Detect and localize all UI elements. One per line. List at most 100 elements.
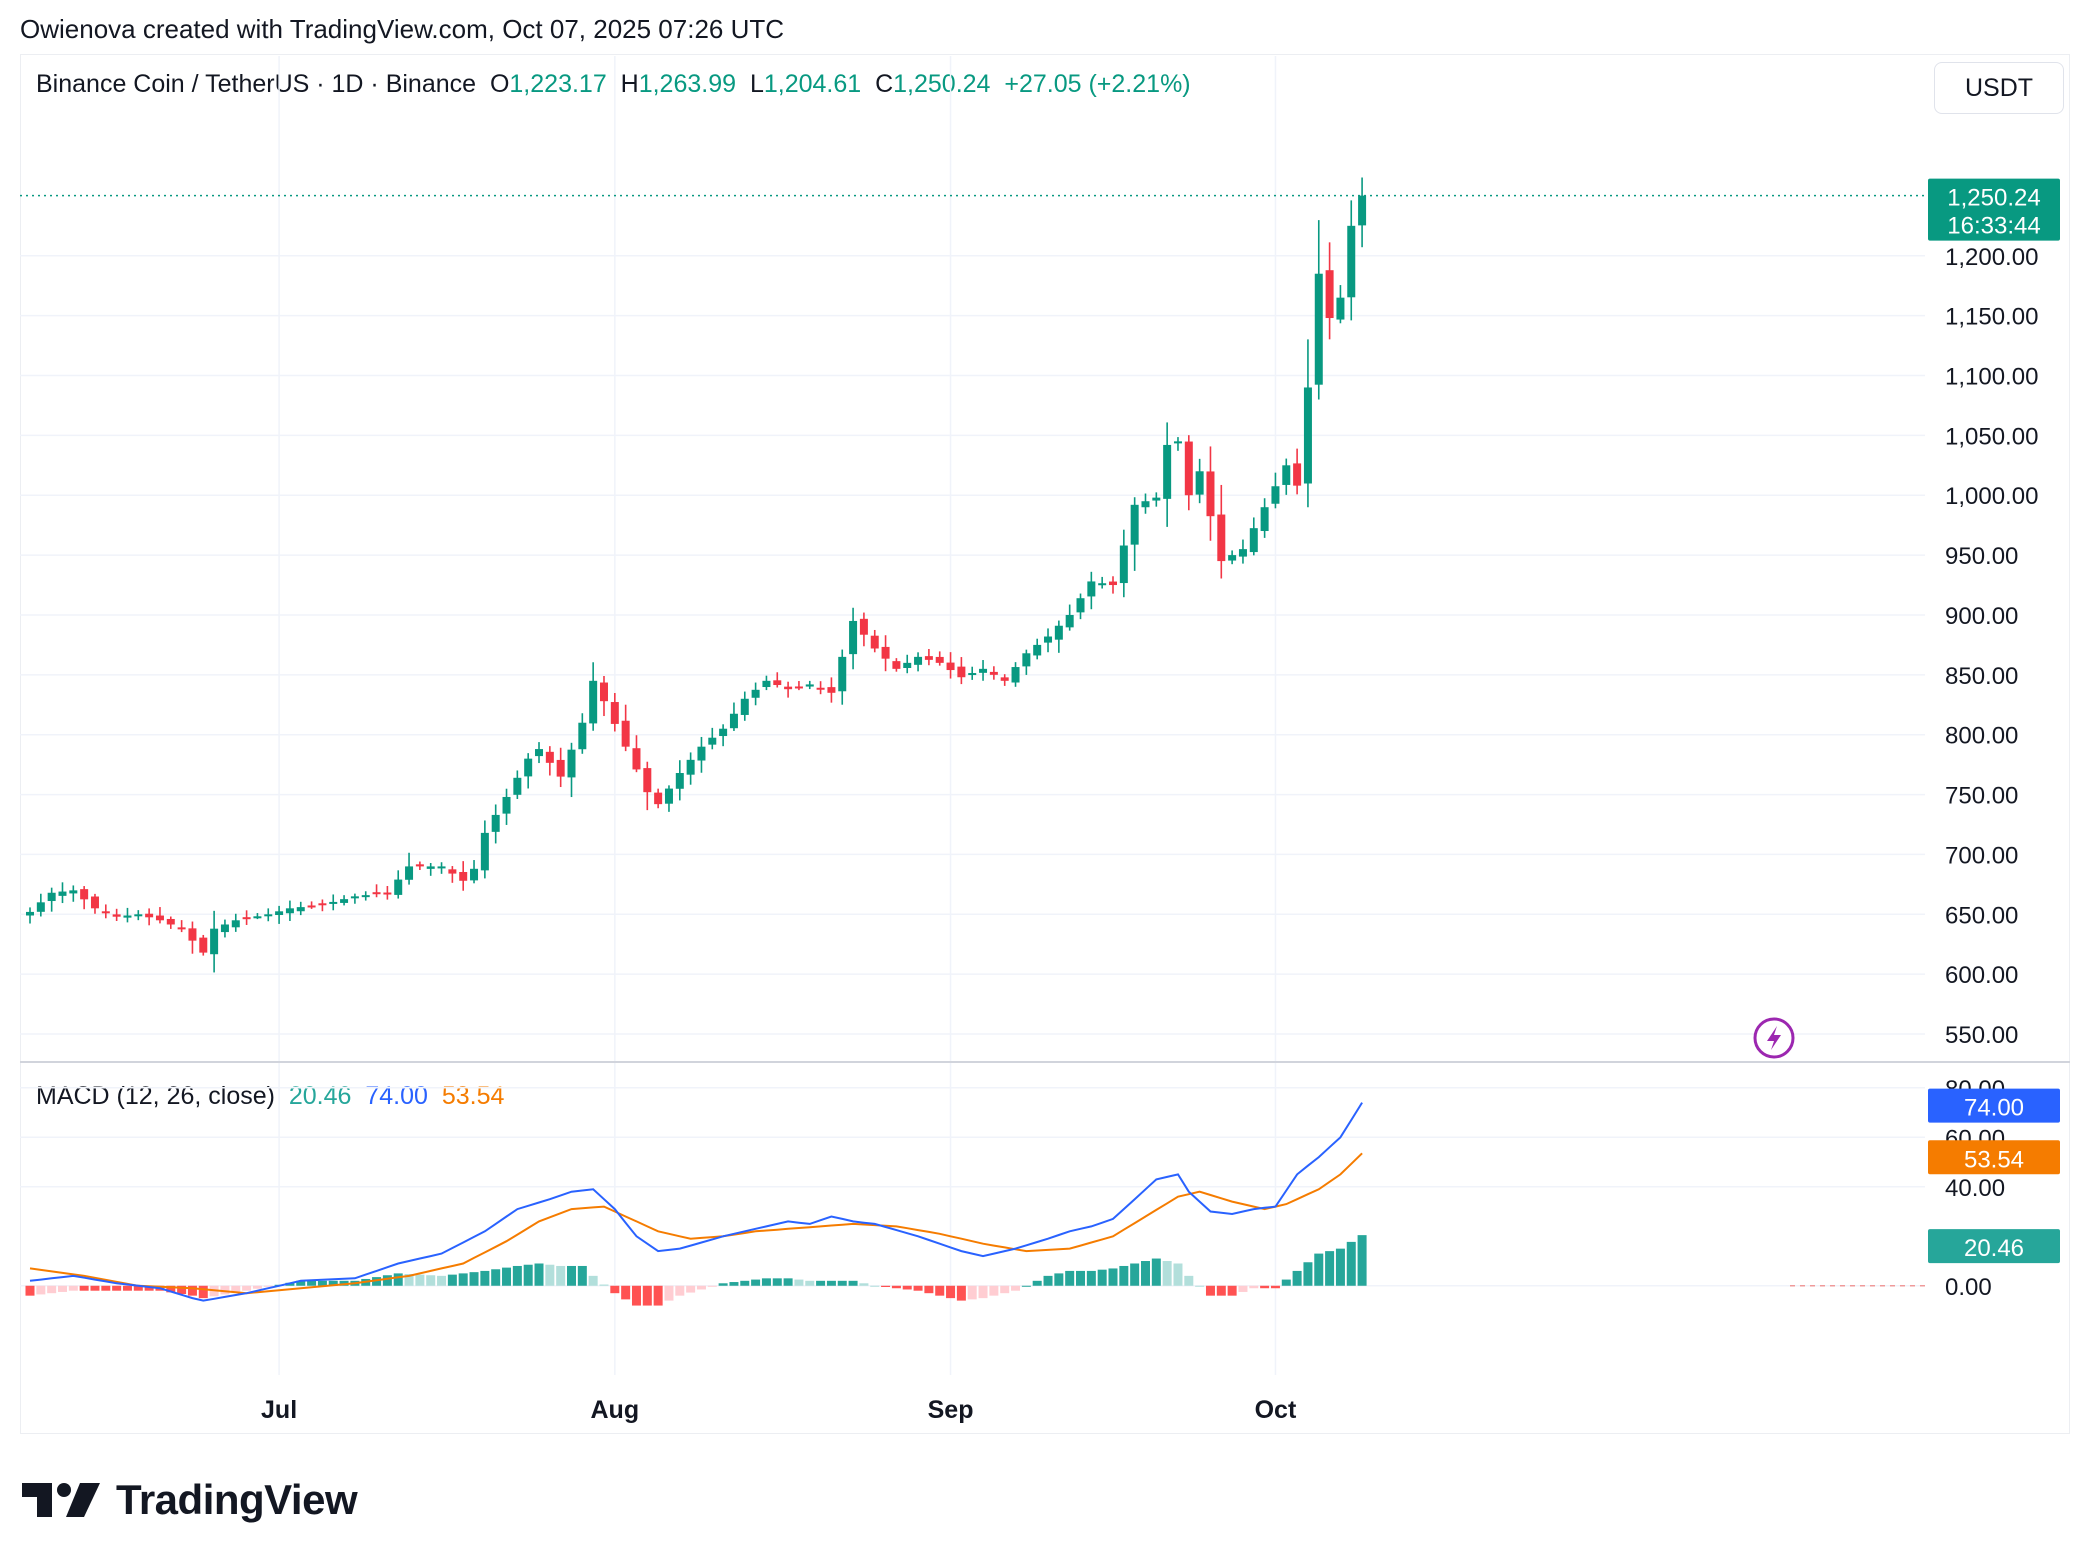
candle-body <box>1119 545 1128 584</box>
histogram-value-tag: 20.46 <box>1928 1229 2060 1264</box>
histogram-bar <box>1173 1263 1183 1286</box>
candle-body <box>1044 636 1053 643</box>
candle-body <box>1141 501 1150 508</box>
candle-body <box>90 896 99 909</box>
histogram-bar <box>404 1274 414 1286</box>
x-axis-tick-label: Oct <box>1255 1396 1297 1424</box>
candle-body <box>1325 270 1334 319</box>
candle-body <box>599 682 608 702</box>
y-axis-tick-label: 1,050.00 <box>1945 423 2038 450</box>
candle-body <box>870 635 879 649</box>
candle-body <box>524 758 533 777</box>
candle-body <box>632 748 641 770</box>
histogram-bar <box>621 1285 631 1300</box>
tradingview-logo[interactable]: TradingView <box>22 1476 358 1524</box>
candle-body <box>1109 581 1117 586</box>
histogram-bar <box>740 1280 750 1286</box>
candle-body <box>1098 583 1107 586</box>
open-value: 1,223.17 <box>509 70 607 98</box>
candle-body <box>556 759 565 777</box>
macd-axis-tick-label: 0.00 <box>1945 1274 1992 1301</box>
macd-signal-value: 53.54 <box>441 1082 505 1110</box>
candle-body <box>1282 465 1291 485</box>
histogram-bar <box>523 1264 533 1286</box>
candle-body <box>1228 555 1237 561</box>
histogram-bar <box>805 1280 815 1286</box>
last-price-tag-bg <box>1928 178 2060 241</box>
histogram-bar <box>1076 1270 1086 1286</box>
candle-body <box>589 680 598 724</box>
open-label: O <box>489 70 510 98</box>
histogram-bar <box>696 1285 706 1290</box>
candle-body <box>1163 444 1172 499</box>
histogram-bar <box>631 1285 641 1306</box>
histogram-bar <box>783 1278 793 1286</box>
candle-body <box>1184 441 1193 496</box>
histogram-bar <box>534 1263 544 1286</box>
candle-body <box>621 720 630 747</box>
candle-body <box>935 656 944 663</box>
candlestick-series <box>20 177 1924 973</box>
candle-body <box>1303 387 1312 484</box>
candle-body <box>1271 486 1280 504</box>
candle-body <box>578 722 587 750</box>
histogram-bar <box>653 1285 663 1306</box>
y-axis-tick-label: 850.00 <box>1945 663 2018 690</box>
histogram-bar <box>1260 1285 1270 1289</box>
candle-body <box>1260 507 1269 532</box>
histogram-bar <box>339 1280 349 1286</box>
candle-body <box>1087 581 1096 597</box>
macd-line-value: 74.00 <box>365 1082 428 1110</box>
histogram-bar <box>751 1279 761 1286</box>
candle-body <box>1336 297 1345 320</box>
candle-body <box>361 895 370 898</box>
histogram-bar <box>1205 1285 1215 1296</box>
histogram-bar <box>1065 1270 1075 1286</box>
histogram-bar <box>556 1265 566 1286</box>
histogram-bar <box>686 1285 696 1293</box>
histogram-bar <box>112 1285 122 1291</box>
macd-lines <box>29 1102 1363 1302</box>
y-axis-tick-label: 1,000.00 <box>1945 483 2038 510</box>
candle-body <box>773 680 782 686</box>
candle-body <box>459 871 468 881</box>
histogram-bar <box>1303 1262 1313 1286</box>
histogram-bar <box>79 1285 89 1291</box>
candle-body <box>535 749 544 757</box>
candle-body <box>340 899 349 903</box>
high-value: 1,263.99 <box>638 70 737 98</box>
histogram-bar <box>133 1285 143 1291</box>
histogram-bar <box>729 1282 739 1286</box>
candle-body <box>123 915 132 918</box>
y-axis-tick-label: 1,150.00 <box>1945 304 2038 331</box>
histogram-bar <box>1292 1270 1302 1286</box>
macd-title[interactable]: MACD (12, 26, close) <box>36 1082 275 1110</box>
histogram-bar <box>1346 1241 1356 1286</box>
candle-body <box>134 914 143 917</box>
symbol-title[interactable]: Binance Coin / TetherUS · 1D · Binance <box>36 70 477 98</box>
candle-body <box>101 911 110 914</box>
histogram-bar <box>252 1285 262 1289</box>
histogram-bar <box>263 1285 273 1287</box>
histogram-bar <box>296 1280 306 1286</box>
histogram-bar <box>837 1280 847 1286</box>
candle-body <box>784 686 793 690</box>
currency-selector[interactable]: USDT <box>1934 62 2064 114</box>
histogram-bar <box>772 1278 782 1286</box>
histogram-bar <box>90 1285 100 1291</box>
histogram-bar <box>956 1285 966 1301</box>
candle-body <box>166 918 175 925</box>
flash-icon[interactable] <box>1753 1017 1795 1059</box>
histogram-bar <box>1086 1270 1096 1286</box>
candle-body <box>1076 598 1085 613</box>
macd-legend: MACD (12, 26, close) 20.46 74.00 53.54 <box>36 1082 504 1111</box>
histogram-bar <box>502 1267 512 1286</box>
signal-value-tag-text: 53.54 <box>1964 1146 2024 1173</box>
histogram-bar <box>1162 1261 1172 1286</box>
histogram-bar <box>198 1285 208 1299</box>
histogram-bar <box>25 1285 35 1296</box>
histogram-bar <box>675 1285 685 1296</box>
candle-body <box>1293 463 1302 486</box>
change-value: +27.05 (+2.21%) <box>1004 70 1191 98</box>
